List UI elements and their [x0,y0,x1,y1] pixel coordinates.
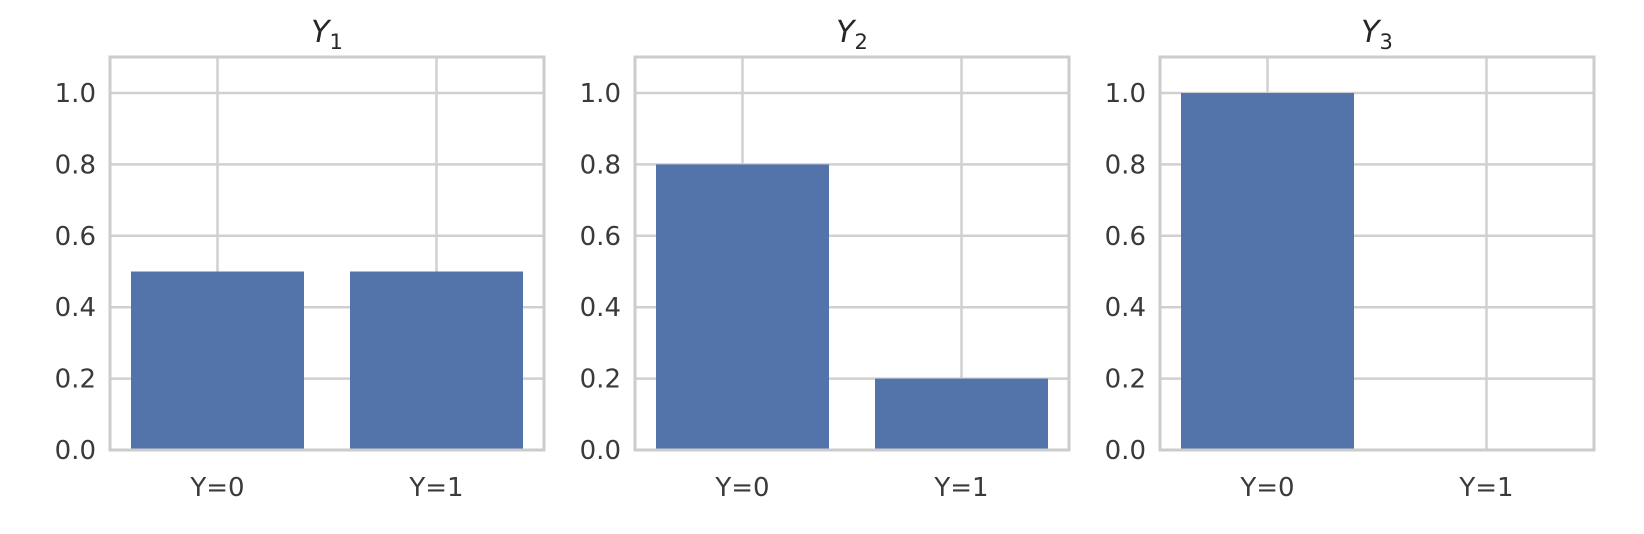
y-tick-label: 0.4 [55,293,96,323]
y-tick-label: 1.0 [55,79,96,109]
chart-title-main: Y [1361,15,1382,50]
y-tick-label: 0.8 [55,150,96,180]
y-tick-label: 0.0 [1105,436,1146,466]
plot-frame [108,55,546,452]
chart-title: Y2 [836,15,868,54]
chart-title: Y1 [311,15,343,54]
y-tick-label: 0.2 [580,365,621,395]
chart-title-subscript: 2 [854,30,867,54]
y-tick-label: 0.6 [1105,222,1146,252]
y-tick-label: 1.0 [1105,79,1146,109]
chart-panel-3: 0.0 0.2 0.4 0.6 0.8 1.0 Y=0 Y=1 Y3 [1105,15,1596,503]
y-tick-label: 1.0 [580,79,621,109]
bar-y0 [131,271,304,450]
chart-title-subscript: 1 [329,30,342,54]
x-tick-label: Y=1 [933,473,988,503]
y-tick-label: 0.8 [580,150,621,180]
chart-title-main: Y [836,15,857,50]
chart-title-main: Y [311,15,332,50]
y-tick-label: 0.0 [580,436,621,466]
y-tick-label: 0.8 [1105,150,1146,180]
x-tick-label: Y=1 [408,473,463,503]
x-tick-label: Y=0 [189,473,244,503]
y-tick-label: 0.4 [1105,293,1146,323]
y-tick-label: 0.2 [55,365,96,395]
chart-panel-1: 0.0 0.2 0.4 0.6 0.8 1.0 Y=0 Y=1 Y1 [55,15,546,503]
bar-y1 [350,271,523,450]
bar-y0 [656,164,829,450]
chart-panels: 0.00.20.40.60.81.0Y=0 Y=1Y10.00.20.40.60.… [55,15,1596,503]
plot-frame [633,55,1071,452]
chart-title-subscript: 3 [1379,30,1392,54]
y-tick-label: 0.6 [55,222,96,252]
x-tick-label: Y=0 [714,473,769,503]
y-tick-label: 0.0 [55,436,96,466]
x-tick-label: Y=1 [1458,473,1513,503]
chart-panel-2: 0.0 0.2 0.4 0.6 0.8 1.0 Y=0 Y=1 Y2 [580,15,1071,503]
y-tick-label: 0.2 [1105,365,1146,395]
bar-y1 [875,378,1048,450]
y-tick-label: 0.6 [580,222,621,252]
chart-title: Y3 [1361,15,1393,54]
x-tick-label: Y=0 [1239,473,1294,503]
bar-y0 [1181,93,1354,450]
plot-frame [1158,55,1596,452]
y-tick-label: 0.4 [580,293,621,323]
